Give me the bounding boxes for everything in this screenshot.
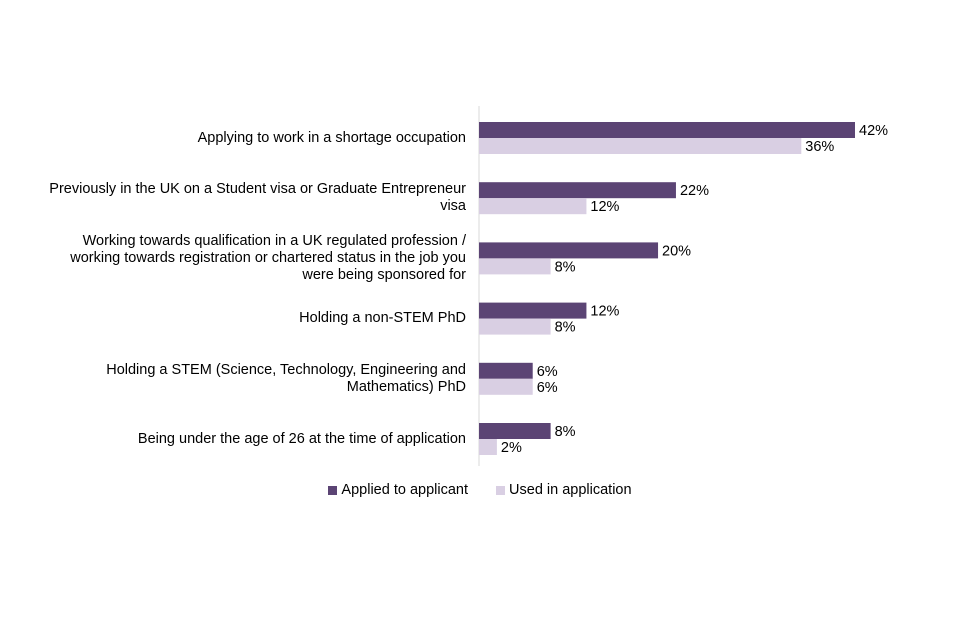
data-label: 20% [662, 243, 691, 259]
legend-label-used: Used in application [509, 482, 632, 498]
legend-item-used: Used in application [496, 482, 632, 498]
data-label: 6% [537, 380, 558, 396]
category-label-line: Holding a non-STEM PhD [299, 310, 466, 327]
data-label: 8% [555, 259, 576, 275]
legend-item-applied: Applied to applicant [328, 482, 468, 498]
bar-applied [479, 423, 551, 439]
bar-used [479, 318, 551, 335]
data-label: 2% [501, 440, 522, 456]
category-label: Holding a STEM (Science, Technology, Eng… [106, 362, 466, 396]
data-label: 22% [680, 183, 709, 199]
category-label-line: were being sponsored for [302, 266, 466, 283]
bar-used [479, 258, 551, 275]
bar-applied [479, 302, 587, 319]
bar-used [479, 138, 802, 154]
category-label-line: Working towards qualification in a UK re… [82, 232, 466, 249]
bar-applied [479, 362, 533, 379]
bar-applied [479, 182, 676, 199]
category-label: Applying to work in a shortage occupatio… [198, 130, 466, 147]
legend-swatch-applied [328, 485, 338, 495]
category-label: Being under the age of 26 at the time of… [138, 431, 466, 448]
data-label: 42% [859, 123, 888, 139]
bar-used [479, 378, 533, 395]
legend: Applied to applicant Used in application [0, 482, 960, 499]
bar-applied [479, 242, 659, 259]
data-label: 8% [555, 320, 576, 336]
category-label-line: Previously in the UK on a Student visa o… [49, 181, 466, 198]
category-label-line: Being under the age of 26 at the time of… [137, 430, 466, 447]
category-label: Holding a non-STEM PhD [299, 310, 466, 327]
category-label-line: Holding a STEM (Science, Technology, Eng… [106, 361, 466, 378]
category-label: Working towards qualification in a UK re… [70, 233, 466, 284]
legend-swatch-used [496, 485, 506, 495]
category-label-line: visa [440, 198, 466, 215]
data-label: 12% [590, 199, 619, 215]
data-label: 6% [537, 364, 558, 380]
data-label: 36% [805, 139, 834, 155]
bar-used [479, 198, 587, 215]
category-label-line: Applying to work in a shortage occupatio… [197, 129, 466, 146]
bar-applied [479, 122, 855, 138]
bar-used [479, 439, 497, 455]
category-label: Previously in the UK on a Student visa o… [49, 181, 466, 215]
data-label: 12% [590, 304, 619, 320]
data-label: 8% [555, 424, 576, 440]
category-label-line: working towards registration or chartere… [70, 249, 466, 266]
category-label-line: Mathematics) PhD [346, 378, 466, 395]
legend-label-applied: Applied to applicant [341, 482, 468, 498]
